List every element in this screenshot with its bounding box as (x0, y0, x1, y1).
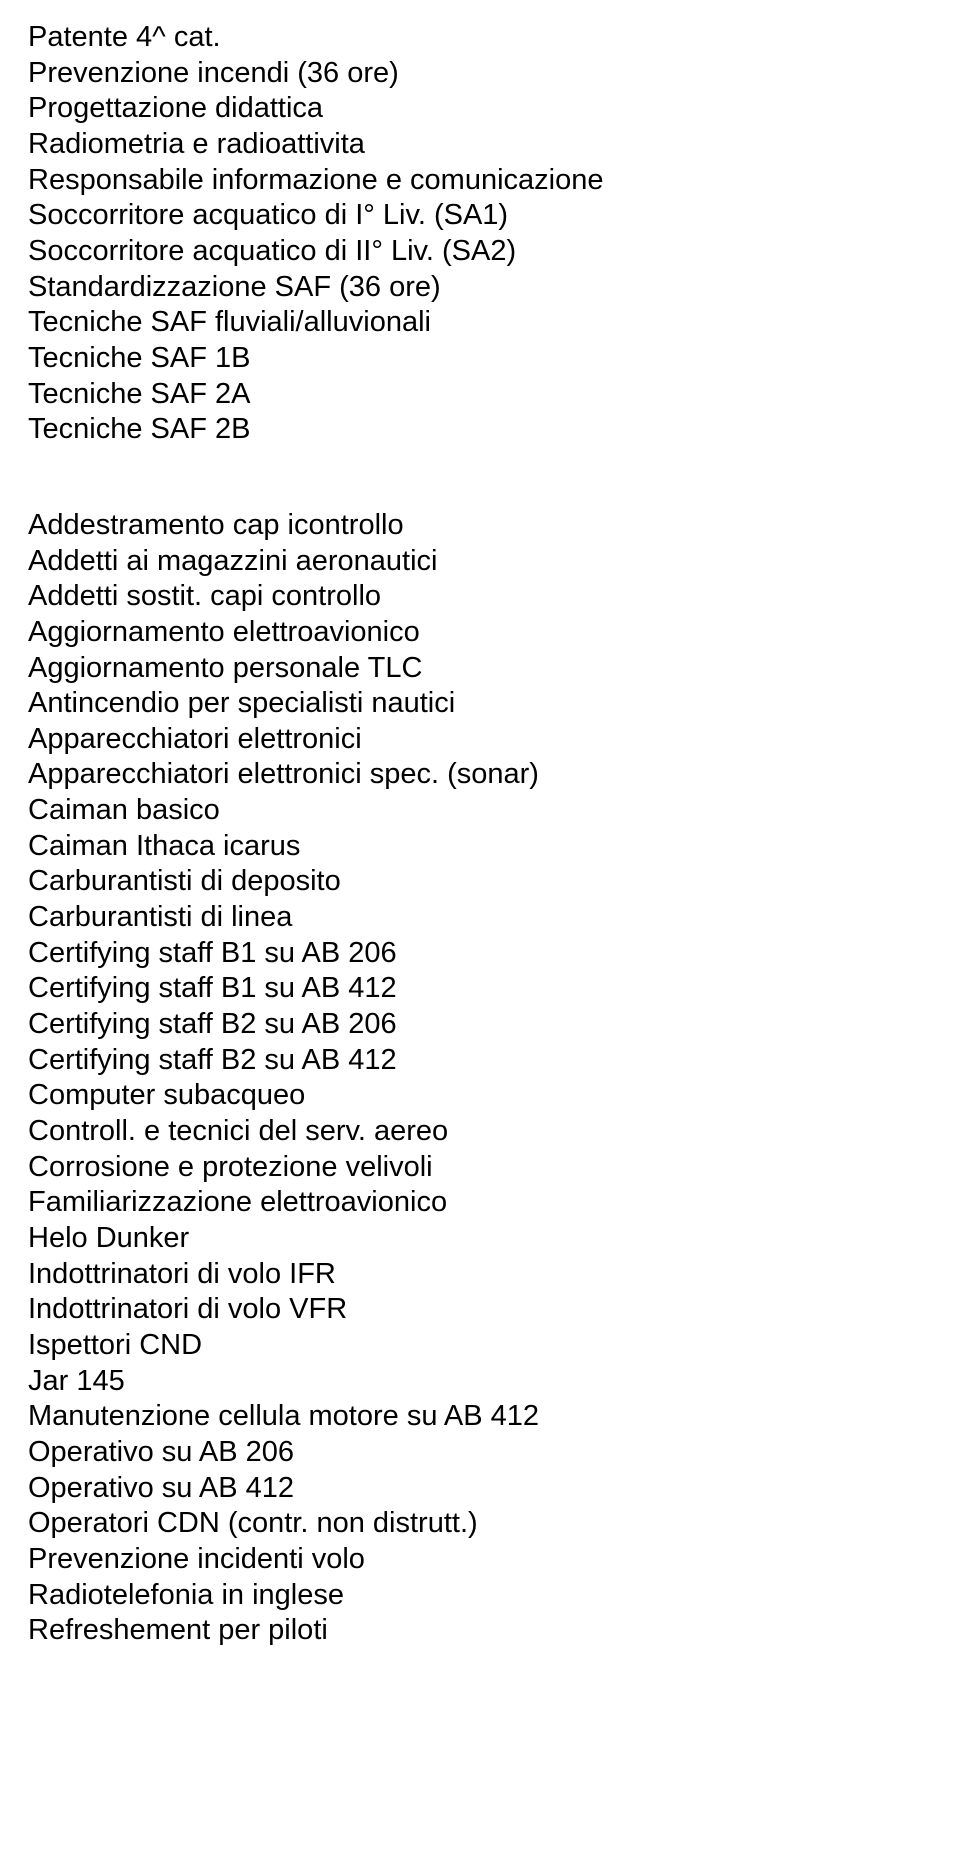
list-item: Certifying staff B1 su AB 206 (28, 936, 932, 972)
list-item: Tecniche SAF 1B (28, 341, 932, 377)
list-item: Jar 145 (28, 1364, 932, 1400)
list-item: Radiotelefonia in inglese (28, 1578, 932, 1614)
list-item: Ispettori CND (28, 1328, 932, 1364)
list-group-1: Patente 4^ cat. Prevenzione incendi (36 … (28, 20, 932, 448)
list-item: Aggiornamento personale TLC (28, 651, 932, 687)
list-item: Radiometria e radioattivita (28, 127, 932, 163)
list-item: Refreshement per piloti (28, 1613, 932, 1649)
list-item: Tecniche SAF 2B (28, 412, 932, 448)
list-item: Aggiornamento elettroavionico (28, 615, 932, 651)
list-item: Soccorritore acquatico di I° Liv. (SA1) (28, 198, 932, 234)
list-item: Operatori CDN (contr. non distrutt.) (28, 1506, 932, 1542)
list-item: Addetti ai magazzini aeronautici (28, 544, 932, 580)
list-item: Corrosione e protezione velivoli (28, 1150, 932, 1186)
list-item: Addestramento cap icontrollo (28, 508, 932, 544)
list-item: Soccorritore acquatico di II° Liv. (SA2) (28, 234, 932, 270)
list-item: Manutenzione cellula motore su AB 412 (28, 1399, 932, 1435)
section-spacer (28, 448, 932, 508)
list-item: Patente 4^ cat. (28, 20, 932, 56)
document-page: Patente 4^ cat. Prevenzione incendi (36 … (0, 0, 960, 1689)
list-item: Computer subacqueo (28, 1078, 932, 1114)
list-item: Caiman basico (28, 793, 932, 829)
list-item: Certifying staff B2 su AB 206 (28, 1007, 932, 1043)
list-item: Caiman Ithaca icarus (28, 829, 932, 865)
list-item: Indottrinatori di volo VFR (28, 1292, 932, 1328)
list-item: Operativo su AB 206 (28, 1435, 932, 1471)
list-item: Helo Dunker (28, 1221, 932, 1257)
list-item: Antincendio per specialisti nautici (28, 686, 932, 722)
list-item: Indottrinatori di volo IFR (28, 1257, 932, 1293)
list-item: Prevenzione incendi (36 ore) (28, 56, 932, 92)
list-item: Progettazione didattica (28, 91, 932, 127)
list-item: Responsabile informazione e comunicazion… (28, 163, 932, 199)
list-item: Tecniche SAF fluviali/alluvionali (28, 305, 932, 341)
list-item: Operativo su AB 412 (28, 1471, 932, 1507)
list-item: Certifying staff B2 su AB 412 (28, 1043, 932, 1079)
list-item: Addetti sostit. capi controllo (28, 579, 932, 615)
list-item: Certifying staff B1 su AB 412 (28, 971, 932, 1007)
list-item: Apparecchiatori elettronici (28, 722, 932, 758)
list-item: Prevenzione incidenti volo (28, 1542, 932, 1578)
list-item: Standardizzazione SAF (36 ore) (28, 270, 932, 306)
list-item: Tecniche SAF 2A (28, 377, 932, 413)
list-item: Carburantisti di deposito (28, 864, 932, 900)
list-item: Familiarizzazione elettroavionico (28, 1185, 932, 1221)
list-item: Controll. e tecnici del serv. aereo (28, 1114, 932, 1150)
list-item: Apparecchiatori elettronici spec. (sonar… (28, 757, 932, 793)
list-group-2: Addestramento cap icontrollo Addetti ai … (28, 508, 932, 1649)
list-item: Carburantisti di linea (28, 900, 932, 936)
